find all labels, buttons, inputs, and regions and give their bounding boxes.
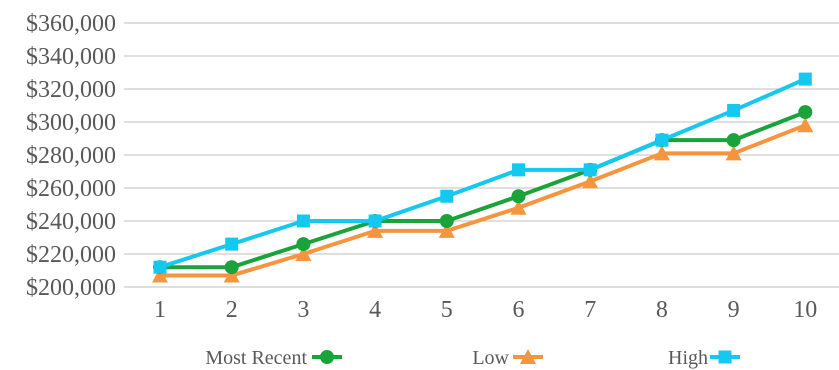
data-point-low — [367, 222, 384, 238]
data-point-low — [152, 267, 168, 283]
y-tick-label: $200,000 — [26, 275, 116, 301]
data-point-low — [223, 267, 240, 283]
data-point-high — [225, 237, 239, 251]
legend-label: High — [668, 347, 708, 369]
x-tick-label: 10 — [793, 297, 817, 323]
legend-label: Low — [472, 347, 509, 369]
series-line-most-recent — [160, 110, 807, 270]
data-point-high — [440, 189, 454, 203]
data-point-most-recent — [296, 237, 311, 252]
y-axis-tick-labels: $200,000 $220,000 $240,000 $260,000 $280,000… — [26, 11, 116, 301]
series-line-low — [160, 123, 807, 278]
gridlines — [124, 22, 839, 288]
legend-item-low: Low — [472, 347, 543, 369]
data-point-low — [295, 246, 312, 261]
x-tick-label: 9 — [728, 297, 740, 323]
data-point-most-recent — [439, 214, 454, 228]
data-point-low — [510, 199, 527, 215]
series-high — [153, 72, 812, 274]
y-tick-label: $320,000 — [26, 77, 116, 103]
x-tick-label: 6 — [513, 297, 525, 323]
y-tick-label: $260,000 — [26, 176, 116, 202]
data-point-high — [153, 260, 167, 274]
x-axis-tick-labels: 1 2 3 4 5 6 7 8 9 10 — [154, 297, 817, 323]
x-tick-label: 2 — [226, 297, 238, 323]
legend-marker-circle — [320, 350, 334, 364]
x-tick-label: 7 — [584, 297, 596, 323]
data-point-low — [582, 173, 599, 189]
x-tick-label: 8 — [656, 297, 668, 323]
y-tick-label: $300,000 — [26, 110, 116, 136]
x-tick-label: 3 — [297, 297, 309, 323]
data-point-most-recent — [798, 105, 813, 120]
legend: Most Recent Low High — [205, 347, 740, 369]
series-lines — [152, 72, 814, 283]
data-point-high — [296, 214, 310, 228]
series-most-recent — [153, 105, 813, 275]
legend-marker-triangle — [520, 349, 536, 364]
y-tick-label: $360,000 — [26, 11, 116, 37]
x-tick-label: 5 — [441, 297, 453, 323]
data-point-most-recent — [726, 133, 741, 148]
y-tick-label: $240,000 — [26, 209, 116, 235]
data-point-high — [583, 163, 597, 177]
y-tick-label: $340,000 — [26, 44, 116, 70]
legend-label: Most Recent — [205, 347, 307, 369]
data-point-low — [797, 117, 814, 133]
data-point-high — [655, 133, 669, 147]
x-tick-label: 1 — [154, 297, 166, 323]
series-line-high — [159, 77, 807, 270]
y-tick-label: $220,000 — [26, 242, 116, 268]
legend-marker-square — [718, 350, 732, 364]
data-point-high — [727, 103, 741, 117]
x-tick-label: 4 — [369, 297, 381, 323]
data-point-high — [798, 72, 812, 86]
y-tick-label: $280,000 — [26, 143, 116, 169]
legend-item-high: High — [668, 347, 740, 369]
data-point-low — [725, 145, 742, 161]
data-point-high — [368, 214, 382, 228]
data-point-most-recent — [511, 189, 526, 204]
data-point-high — [512, 163, 525, 177]
data-point-most-recent — [224, 260, 239, 275]
legend-item-most-recent: Most Recent — [205, 347, 342, 369]
data-point-low — [438, 222, 455, 238]
data-point-low — [653, 145, 670, 161]
series-low — [152, 117, 814, 283]
